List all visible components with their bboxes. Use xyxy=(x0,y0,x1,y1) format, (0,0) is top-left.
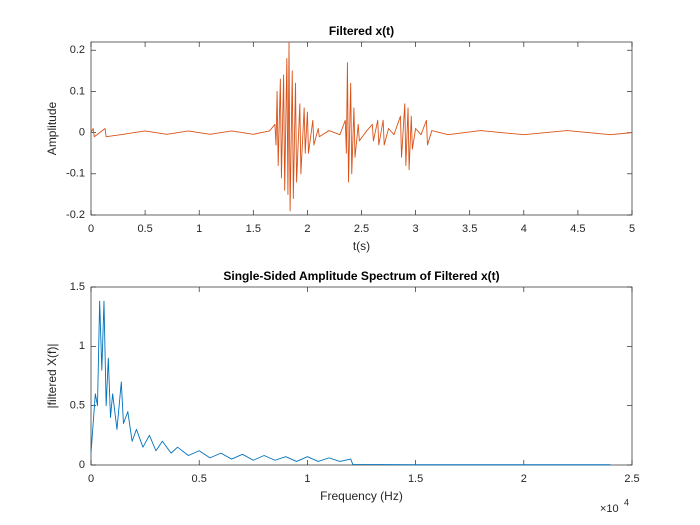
y-tick-label: 1.5 xyxy=(70,281,85,293)
x-tick-label: 4.5 xyxy=(570,223,585,235)
chart-title: Single-Sided Amplitude Spectrum of Filte… xyxy=(223,269,499,283)
x-tick-label: 2.5 xyxy=(624,473,639,485)
x-tick-label: 1 xyxy=(196,223,202,235)
x-exponent-base: ×10 xyxy=(600,503,619,515)
x-exponent-power: 4 xyxy=(624,497,629,507)
x-axis-label: t(s) xyxy=(353,239,370,253)
x-tick-label: 1 xyxy=(304,473,310,485)
x-tick-label: 2.5 xyxy=(354,223,369,235)
x-tick-label: 2 xyxy=(521,473,527,485)
x-tick-label: 3.5 xyxy=(462,223,477,235)
y-tick-label: -0.1 xyxy=(66,168,85,180)
series-line xyxy=(90,41,633,212)
y-tick-label: 0 xyxy=(79,127,85,139)
y-axis-label: Amplitude xyxy=(45,102,59,156)
y-tick-label: 0.1 xyxy=(70,85,85,97)
y-tick-label: 1 xyxy=(79,340,85,352)
x-tick-label: 4 xyxy=(521,223,527,235)
axes-box xyxy=(90,41,633,216)
x-axis-label: Frequency (Hz) xyxy=(320,489,403,503)
axes-box xyxy=(90,286,633,466)
y-tick-label: 0.5 xyxy=(70,400,85,412)
y-tick-label: -0.2 xyxy=(66,209,85,221)
x-tick-label: 0.5 xyxy=(192,473,207,485)
x-tick-label: 1.5 xyxy=(408,473,423,485)
x-tick-label: 2 xyxy=(304,223,310,235)
x-tick-label: 0 xyxy=(88,223,94,235)
x-tick-label: 1.5 xyxy=(246,223,261,235)
x-tick-label: 0 xyxy=(88,473,94,485)
y-axis-label: |filtered X(f)| xyxy=(45,344,59,409)
x-tick-label: 3 xyxy=(413,223,419,235)
y-tick-label: 0.2 xyxy=(70,44,85,56)
series-line xyxy=(90,300,611,466)
x-tick-label: 0.5 xyxy=(137,223,152,235)
x-tick-label: 5 xyxy=(629,223,635,235)
chart-title: Filtered x(t) xyxy=(329,24,394,38)
y-tick-label: 0 xyxy=(79,459,85,471)
